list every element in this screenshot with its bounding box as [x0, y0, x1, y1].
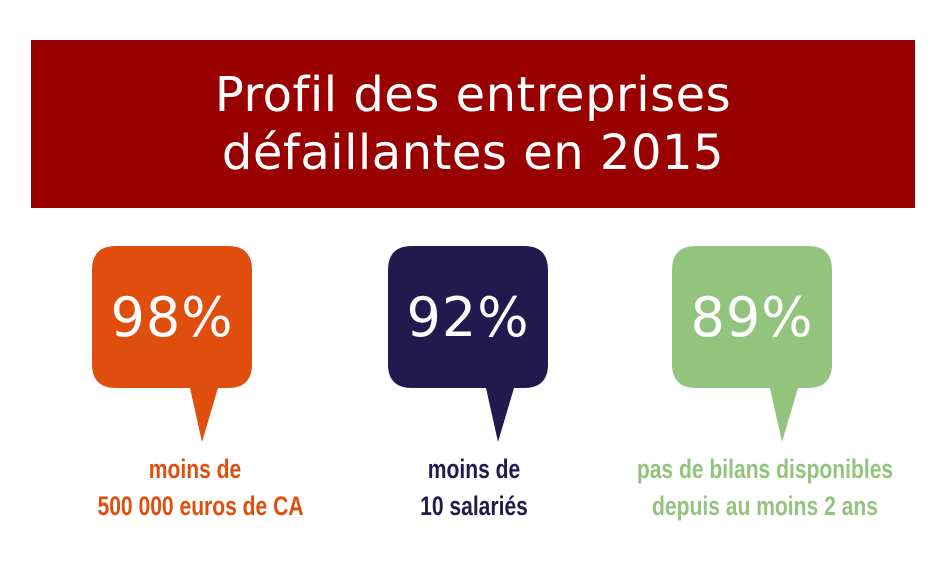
- caption-line-2: 10 salariés: [420, 491, 528, 521]
- stat-value: 98%: [110, 285, 234, 349]
- stat-caption-revenue: moins de 500 000 euros de CA: [97, 451, 304, 525]
- caption-line-1: moins de: [148, 454, 242, 484]
- stat-caption-balance-sheets: pas de bilans disponibles depuis au moin…: [636, 451, 893, 525]
- title-banner: Profil des entreprises défaillantes en 2…: [31, 40, 915, 208]
- caption-line-1: moins de: [427, 454, 521, 484]
- caption-line-2: 500 000 euros de CA: [97, 491, 304, 521]
- title-line-1: Profil des entreprises: [214, 67, 732, 123]
- speech-bubble-icon: [92, 246, 252, 442]
- speech-bubble-icon: [388, 246, 548, 442]
- stat-value: 92%: [406, 285, 530, 349]
- stat-caption-employees: moins de 10 salariés: [416, 451, 533, 525]
- stat-value: 89%: [690, 285, 814, 349]
- caption-line-1: pas de bilans disponibles: [636, 454, 894, 484]
- title-line-2: défaillantes en 2015: [221, 125, 725, 181]
- speech-bubble-icon: [672, 246, 832, 442]
- caption-line-2: depuis au moins 2 ans: [652, 491, 878, 521]
